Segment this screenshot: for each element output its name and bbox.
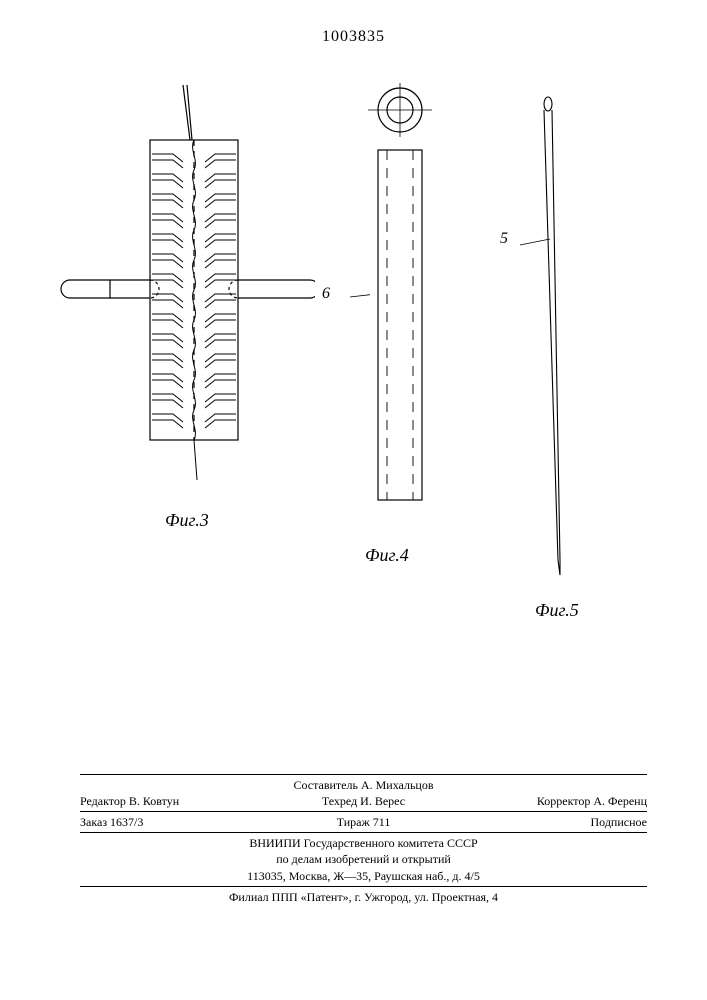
footer-rule-top: [80, 774, 647, 775]
patent-number: 1003835: [0, 28, 707, 46]
editor: Редактор В. Ковтун: [80, 793, 269, 809]
fig3-svg: [55, 80, 315, 510]
order: Заказ 1637/3: [80, 814, 269, 830]
editor-row: Редактор В. Ковтун Техред И. Верес Корре…: [80, 793, 647, 809]
org1: ВНИИПИ Государственного комитета СССР: [80, 835, 647, 851]
tech-editor: Техред И. Верес: [269, 793, 458, 809]
compiler-line: Составитель А. Михальцов: [80, 777, 647, 793]
fig5-caption: Фиг.5: [535, 600, 579, 621]
org3: 113035, Москва, Ж—35, Раушская наб., д. …: [80, 868, 647, 884]
circulation: Тираж 711: [269, 814, 458, 830]
fig5-ref: 5: [500, 230, 508, 248]
fig4-caption: Фиг.4: [365, 545, 409, 566]
fig5-leader: [500, 235, 560, 255]
figures-area: Фиг.3 6 Фиг.4: [0, 60, 707, 630]
fig4-ref: 6: [322, 285, 330, 303]
branch: Филиал ППП «Патент», г. Ужгород, ул. Про…: [80, 889, 647, 905]
page: 1003835: [0, 0, 707, 1000]
footer: Составитель А. Михальцов Редактор В. Ков…: [80, 772, 647, 905]
subscription: Подписное: [458, 814, 647, 830]
footer-rule-mid2: [80, 832, 647, 833]
fig3-caption: Фиг.3: [165, 510, 209, 531]
footer-rule-bot: [80, 886, 647, 887]
corrector: Корректор А. Ференц: [458, 793, 647, 809]
org2: по делам изобретений и открытий: [80, 851, 647, 867]
footer-rule-mid: [80, 811, 647, 812]
order-row: Заказ 1637/3 Тираж 711 Подписное: [80, 814, 647, 830]
fig5-svg: [500, 90, 600, 600]
fig4-leader: [310, 285, 370, 315]
